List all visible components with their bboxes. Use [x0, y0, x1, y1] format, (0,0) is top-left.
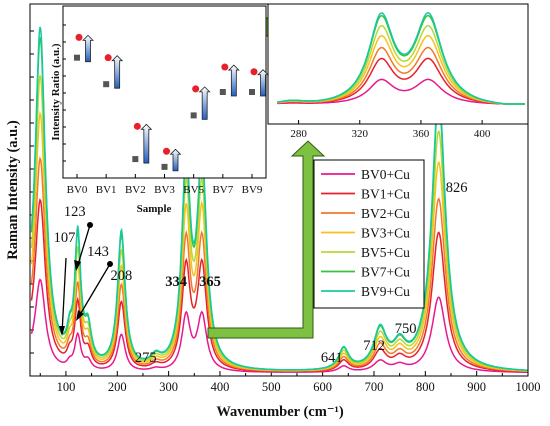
ratio-tick-label: BV3 [154, 184, 175, 196]
legend-label: BV5+Cu [361, 245, 410, 260]
ratio-circle [250, 68, 258, 76]
ratio-inset: BV0 BV1 BV2 BV3 BV5 BV7 BV9 Intensity Ratio (a… [50, 5, 269, 215]
x-tick-label: 700 [365, 380, 384, 394]
legend: BV0+Cu BV1+Cu BV2+Cu BV3+Cu BV5+Cu BV7+Cu BV9+… [313, 159, 425, 309]
zoom-series-line [277, 78, 525, 105]
peak-label: 750 [395, 321, 417, 337]
zoom-tick-label: 360 [413, 128, 430, 140]
ratio-arrow [198, 86, 211, 120]
peak-label: 143 [87, 244, 109, 260]
peak-label: 208 [111, 268, 133, 284]
x-tick-label: 1000 [516, 380, 541, 394]
ratio-tick-label: BV7 [212, 184, 233, 196]
legend-label: BV2+Cu [361, 206, 410, 221]
peak-label: 107 [54, 230, 76, 246]
ratio-arrow [257, 69, 269, 97]
legend-label: BV1+Cu [361, 187, 410, 202]
ratio-square [249, 89, 255, 95]
ratio-arrow [82, 34, 94, 63]
legend-label: BV9+Cu [361, 284, 410, 299]
x-tick-label: 800 [416, 380, 435, 394]
ratio-tick-label: BV9 [242, 184, 263, 196]
ratio-square [103, 81, 110, 88]
x-tick-label: 200 [108, 380, 127, 394]
x-tick-label: 500 [262, 380, 281, 394]
ratio-circle [133, 122, 141, 130]
ratio-arrow [227, 64, 240, 97]
peak-label: 365 [199, 274, 221, 290]
ratio-x-title: Sample [137, 203, 172, 215]
peak-label: 641 [321, 350, 343, 366]
zoom-tick-label: 400 [474, 128, 491, 140]
peak-label: 123 [64, 204, 86, 220]
ratio-circle [221, 63, 229, 71]
peak-label: 826 [446, 180, 468, 196]
series-line [30, 198, 528, 373]
series-lines [30, 26, 528, 374]
ratio-square [74, 54, 80, 61]
ratio-arrow [111, 55, 124, 89]
zoom-tick-label: 320 [352, 128, 369, 140]
ratio-square [132, 156, 139, 163]
series-line [30, 278, 528, 374]
series-line [30, 26, 528, 371]
x-tick-label: 900 [467, 380, 486, 394]
ratio-tick-label: BV5 [183, 184, 204, 196]
peak-label: 334 [165, 274, 187, 290]
ratio-square [161, 163, 168, 170]
peak-pointers [59, 222, 113, 336]
green-arrow-elbow [207, 140, 326, 339]
x-axis-title: Wavenumber (cm⁻¹) [216, 404, 343, 420]
legend-label: BV7+Cu [361, 265, 410, 280]
x-axis-ticks: 100 200 300 400 500 600 700 800 900 1000 [30, 30, 541, 394]
legend-label: BV0+Cu [361, 167, 410, 182]
ratio-arrow [169, 148, 182, 172]
ratio-square [190, 112, 197, 119]
x-tick-label: 100 [57, 380, 76, 394]
ratio-square [219, 89, 226, 95]
ratio-arrow [140, 123, 153, 164]
ratio-circle [163, 147, 170, 155]
x-tick-label: 400 [211, 380, 230, 394]
ratio-circle [192, 85, 200, 93]
y-axis-title: Raman Intensity (a.u.) [5, 120, 21, 260]
ratio-circle [75, 33, 83, 41]
zoom-tick-label: 280 [290, 128, 307, 140]
ratio-tick-label: BV0 [67, 184, 88, 196]
ratio-y-title: Intensity Ratio (a.u.) [50, 43, 62, 141]
peak-label: 712 [363, 338, 385, 354]
ratio-tick-label: BV1 [96, 184, 117, 196]
x-tick-label: 300 [159, 380, 178, 394]
ratio-circle [104, 54, 112, 62]
peak-label: 275 [135, 350, 157, 366]
zoom-inset: 280 320 360 400 [267, 3, 529, 140]
zoom-series-line [277, 11, 525, 105]
x-tick-label: 600 [313, 380, 332, 394]
ratio-tick-label: BV2 [125, 184, 146, 196]
legend-label: BV3+Cu [361, 226, 410, 241]
